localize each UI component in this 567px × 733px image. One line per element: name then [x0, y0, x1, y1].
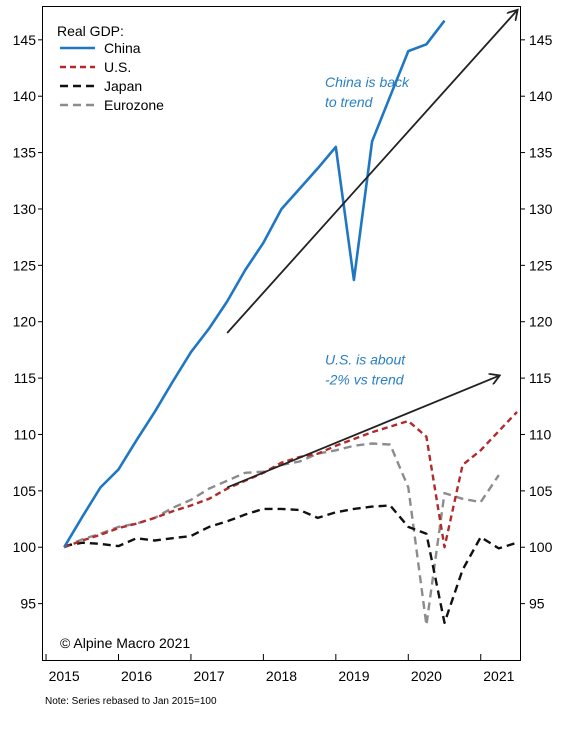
trend-arrows — [226, 11, 517, 489]
y-tick-label-right: 115 — [529, 370, 552, 386]
x-tick-label: 2021 — [483, 668, 514, 684]
x-tick-label: 2017 — [193, 668, 224, 684]
x-tick-label: 2020 — [411, 668, 442, 684]
x-tick-label: 2019 — [338, 668, 369, 684]
series-line-japan — [63, 504, 518, 624]
legend-label: Japan — [104, 78, 142, 94]
annotation-text: China is back — [325, 74, 410, 90]
y-tick-label-right: 135 — [529, 145, 553, 161]
y-tick-label-right: 95 — [529, 596, 545, 612]
legend-title: Real GDP: — [57, 23, 124, 39]
x-tick-label: 2015 — [49, 668, 80, 684]
y-tick-label-right: 140 — [529, 88, 553, 104]
y-tick-label-left: 100 — [13, 539, 37, 555]
y-tick-label-left: 105 — [13, 483, 37, 499]
series-line-us — [63, 411, 518, 549]
trend-arrow — [226, 376, 499, 489]
y-tick-label-right: 145 — [529, 32, 553, 48]
x-axis: 2015 2016 2017 2018 2019 2020 2021 — [45, 654, 515, 684]
series-line-china — [63, 19, 446, 548]
y-tick-label-left: 135 — [13, 145, 37, 161]
y-axis-right: 95 100 105 110 115 120 125 130 135 140 145 — [520, 32, 553, 612]
y-tick-label-right: 125 — [529, 257, 553, 273]
y-tick-label-left: 95 — [20, 596, 36, 612]
legend: Real GDP: China U.S. Japan Eurozone — [57, 23, 164, 113]
annotations: China is back to trend U.S. is about -2% v… — [325, 74, 410, 387]
y-axis-left: 95 100 105 110 115 120 125 130 135 140 145 — [13, 32, 43, 612]
legend-label: Eurozone — [104, 97, 164, 113]
y-tick-label-right: 120 — [529, 314, 553, 330]
y-tick-label-left: 120 — [13, 314, 37, 330]
copyright-text: © Alpine Macro 2021 — [60, 635, 190, 651]
y-tick-label-left: 115 — [14, 370, 37, 386]
y-tick-label-left: 145 — [13, 32, 37, 48]
chart-frame — [42, 6, 521, 661]
y-tick-label-right: 130 — [529, 201, 553, 217]
series-line-eurozone — [63, 442, 500, 627]
y-tick-label-right: 110 — [529, 426, 552, 442]
y-tick-label-right: 100 — [529, 539, 553, 555]
footnote: Note: Series rebased to Jan 2015=100 — [45, 696, 217, 707]
legend-label: China — [104, 40, 141, 56]
annotation-text: U.S. is about — [325, 352, 406, 368]
x-tick-label: 2016 — [121, 668, 152, 684]
y-tick-label-left: 140 — [13, 88, 37, 104]
trend-arrow — [226, 11, 517, 334]
annotation-text: -2% vs trend — [325, 372, 405, 388]
x-tick-label: 2018 — [266, 668, 297, 684]
y-tick-label-right: 105 — [529, 483, 553, 499]
y-tick-label-left: 125 — [13, 257, 37, 273]
y-tick-label-left: 110 — [14, 426, 37, 442]
y-tick-label-left: 130 — [13, 201, 37, 217]
annotation-text: to trend — [325, 94, 374, 110]
legend-label: U.S. — [104, 59, 131, 75]
